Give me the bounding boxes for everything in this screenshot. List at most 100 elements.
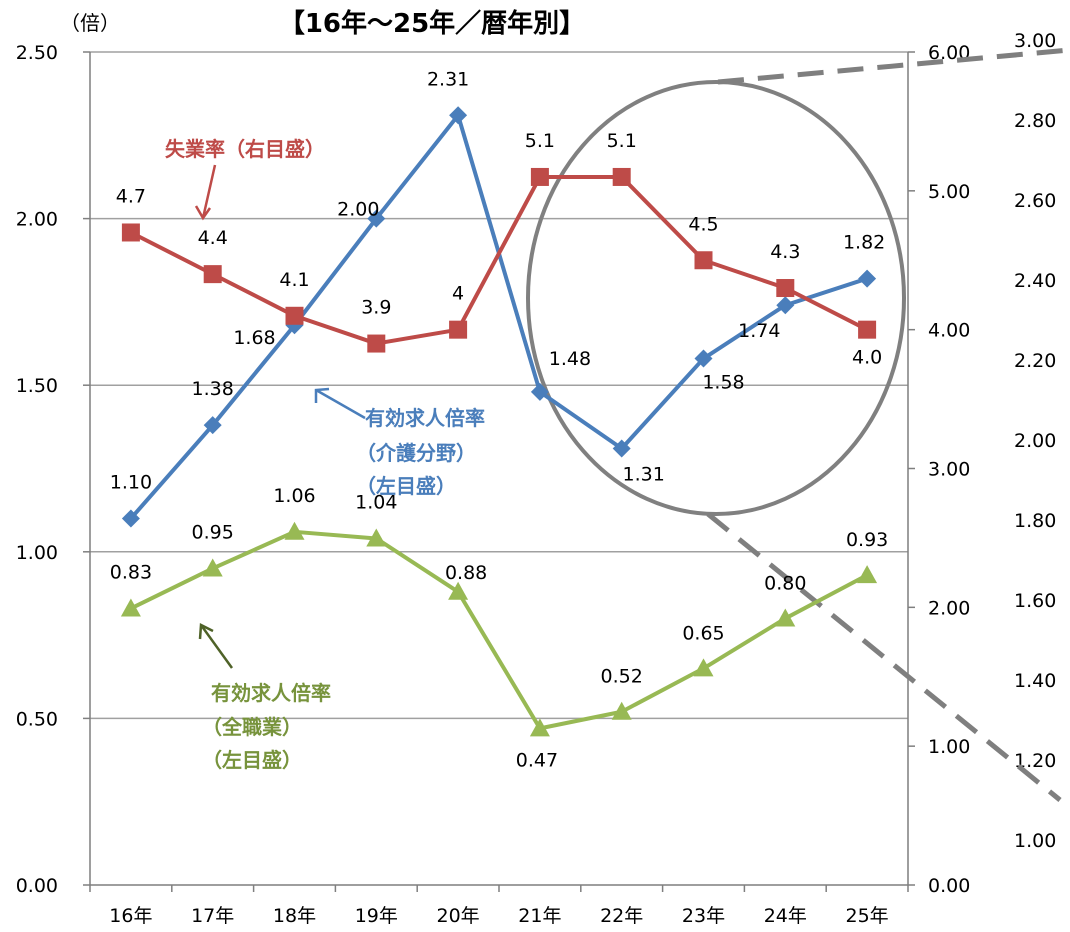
unemployment-point	[858, 320, 877, 339]
care-ratio-point	[694, 349, 713, 368]
zoom-connector-top	[717, 47, 1070, 85]
data-label: 2.00	[337, 199, 379, 221]
zoom-tick-label: 1.80	[1014, 510, 1056, 532]
data-label: 4.5	[688, 213, 718, 235]
data-label: 0.88	[445, 562, 487, 584]
unemployment-point	[776, 279, 795, 298]
zoom-axis-ticks: 1.00 1.20 1.40 1.60 1.80 2.00 2.20 2.40 2.60 2.80…	[1014, 30, 1056, 852]
data-labels: 1.10 1.38 1.68 2.00 2.31 1.48 1.31 1.58 1.74 1.82…	[110, 68, 889, 771]
zoom-tick-label: 2.40	[1014, 270, 1056, 292]
chart-title: 【16年～25年／暦年別】	[279, 8, 585, 39]
series-line-unemployment	[129, 174, 869, 346]
zoom-tick-label: 2.60	[1014, 190, 1056, 212]
care-ratio-point	[449, 106, 468, 125]
data-label: 1.82	[843, 232, 885, 254]
care-ratio-point	[121, 509, 140, 528]
axes	[83, 51, 915, 892]
left-tick-label: 0.50	[16, 708, 58, 730]
annotation-unemployment-arrow	[194, 164, 217, 221]
data-label: 1.68	[233, 327, 275, 349]
all-ratio-point	[284, 521, 305, 540]
annotation-unemployment: 失業率（右目盛）	[165, 137, 325, 161]
data-label: 1.04	[355, 491, 397, 513]
all-ratio-point	[366, 528, 387, 547]
x-tick-label: 17年	[191, 905, 234, 927]
x-tick-label: 25年	[846, 905, 889, 927]
right-tick-label: 2.00	[928, 597, 970, 619]
all-ratio-point	[857, 565, 878, 584]
all-ratio-point	[448, 581, 469, 600]
all-ratio-point	[202, 558, 223, 577]
annotation-all-line3: （左目盛）	[202, 748, 302, 772]
unemployment-point	[203, 265, 222, 284]
unemployment-point	[694, 251, 713, 270]
all-ratio-point	[529, 718, 550, 737]
right-tick-label: 0.00	[928, 875, 970, 897]
zoom-connector-bottom	[706, 512, 1062, 802]
zoom-tick-label: 2.80	[1014, 110, 1056, 132]
data-label: 4.0	[852, 347, 882, 369]
unemployment-point	[612, 167, 631, 186]
right-tick-label: 5.00	[928, 181, 970, 203]
left-tick-label: 0.00	[16, 875, 58, 897]
data-label: 5.1	[525, 130, 555, 152]
data-label: 1.31	[623, 464, 665, 486]
left-tick-label: 2.50	[16, 42, 58, 64]
data-label: 1.48	[549, 348, 591, 370]
data-label: 2.31	[427, 68, 469, 90]
unemployment-point	[530, 167, 549, 186]
right-tick-label: 4.00	[928, 320, 970, 342]
data-label: 0.95	[192, 521, 234, 543]
x-tick-label: 24年	[764, 905, 807, 927]
annotation-care-arrow	[314, 387, 366, 420]
x-tick-label: 21年	[518, 905, 561, 927]
data-label: 0.47	[516, 749, 558, 771]
zoom-ellipse	[526, 80, 906, 516]
data-label: 1.06	[273, 485, 315, 507]
unemployment-point	[367, 334, 386, 353]
care-ratio-point	[367, 209, 386, 228]
data-label: 0.80	[764, 572, 806, 594]
zoom-tick-label: 1.20	[1014, 750, 1056, 772]
annotation-care-line1: 有効求人倍率	[365, 406, 485, 430]
care-ratio-point	[530, 382, 549, 401]
series-line-care	[129, 113, 868, 520]
zoom-tick-label: 2.20	[1014, 350, 1056, 372]
zoom-tick-label: 1.60	[1014, 590, 1056, 612]
data-label: 4.4	[198, 227, 228, 249]
annotation-all-line1: 有効求人倍率	[211, 681, 331, 705]
data-label: 1.74	[738, 320, 780, 342]
annotations: 失業率（右目盛） 有効求人倍率 （介護分野） （左目盛） 有効求人倍率 （全職業…	[165, 137, 485, 772]
unemployment-point	[121, 223, 140, 242]
annotation-care-line3: （左目盛）	[356, 474, 456, 498]
x-tick-label: 20年	[437, 905, 480, 927]
all-ratio-point	[611, 701, 632, 720]
gridlines	[90, 51, 908, 720]
data-label: 0.93	[846, 529, 888, 551]
zoom-tick-label: 1.00	[1014, 830, 1056, 852]
data-label: 1.58	[702, 372, 744, 394]
all-ratio-point	[120, 598, 141, 617]
x-axis-ticks: 16年 17年 18年 19年 20年 21年 22年 23年 24年 25年	[109, 905, 888, 927]
data-label: 5.1	[607, 130, 637, 152]
care-ratio-point	[858, 269, 877, 288]
x-tick-label: 22年	[600, 905, 643, 927]
data-label: 0.52	[601, 666, 643, 688]
data-label: 1.10	[110, 471, 152, 493]
data-label: 4.3	[770, 241, 800, 263]
annotation-all-line2: （全職業）	[202, 715, 302, 739]
data-label: 4.1	[279, 269, 309, 291]
all-ratio-point	[693, 658, 714, 677]
zoom-tick-label: 3.00	[1014, 30, 1056, 52]
unemployment-point	[285, 306, 304, 325]
left-tick-label: 2.00	[16, 209, 58, 231]
unit-label: （倍）	[60, 11, 120, 35]
series-group	[120, 106, 878, 737]
data-label: 1.38	[192, 378, 234, 400]
series-line-all	[130, 529, 869, 731]
right-tick-label: 3.00	[928, 459, 970, 481]
x-tick-label: 19年	[355, 905, 398, 927]
data-label: 0.65	[682, 622, 724, 644]
zoom-tick-label: 1.40	[1014, 670, 1056, 692]
